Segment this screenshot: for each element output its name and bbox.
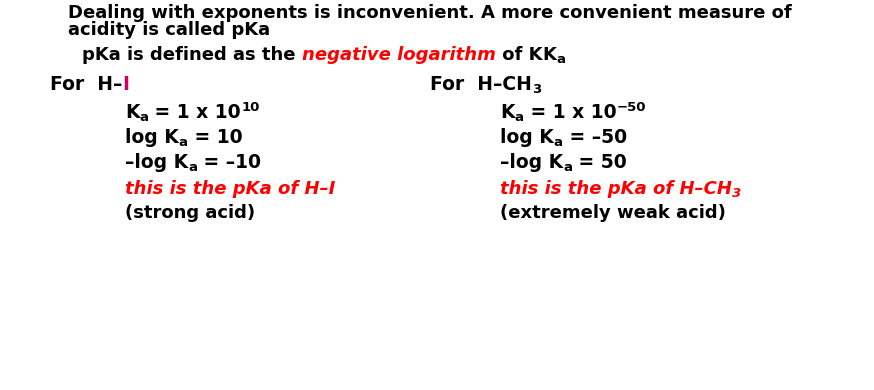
- Text: –: –: [113, 75, 122, 94]
- Text: = 50: = 50: [572, 153, 627, 172]
- Text: −50: −50: [616, 101, 646, 114]
- Text: a: a: [556, 53, 565, 66]
- Text: –log K: –log K: [500, 153, 563, 172]
- Text: For  H: For H: [430, 75, 493, 94]
- Text: log K: log K: [500, 128, 554, 147]
- Text: log K: log K: [125, 128, 179, 147]
- Text: = 10: = 10: [188, 128, 242, 147]
- Text: = –50: = –50: [563, 128, 627, 147]
- Text: a: a: [188, 161, 198, 174]
- Text: a: a: [179, 136, 188, 149]
- Text: Dealing with exponents is inconvenient. A more convenient measure of: Dealing with exponents is inconvenient. …: [68, 4, 792, 22]
- Text: a: a: [563, 161, 572, 174]
- Text: = 1 x 10: = 1 x 10: [149, 103, 241, 122]
- Text: I: I: [122, 75, 129, 94]
- Text: this is the pKa of H–CH: this is the pKa of H–CH: [500, 180, 732, 198]
- Text: acidity is called pKa: acidity is called pKa: [68, 21, 270, 39]
- Text: pKa is defined as the: pKa is defined as the: [82, 46, 302, 64]
- Text: negative logarithm: negative logarithm: [302, 46, 496, 64]
- Text: = 1 x 10: = 1 x 10: [524, 103, 616, 122]
- Text: of K: of K: [496, 46, 542, 64]
- Text: –log K: –log K: [125, 153, 188, 172]
- Text: (extremely weak acid): (extremely weak acid): [500, 204, 726, 222]
- Text: = –10: = –10: [198, 153, 261, 172]
- Text: 10: 10: [241, 101, 260, 114]
- Text: (strong acid): (strong acid): [125, 204, 255, 222]
- Text: this is the pKa of H–I: this is the pKa of H–I: [125, 180, 336, 198]
- Text: a: a: [554, 136, 563, 149]
- Text: For  H: For H: [50, 75, 113, 94]
- Text: –CH: –CH: [493, 75, 532, 94]
- Text: a: a: [515, 111, 524, 124]
- Text: a: a: [140, 111, 149, 124]
- Text: K: K: [500, 103, 515, 122]
- Text: 3: 3: [532, 83, 541, 96]
- Text: K: K: [542, 46, 556, 64]
- Text: 3: 3: [732, 187, 741, 200]
- Text: K: K: [125, 103, 140, 122]
